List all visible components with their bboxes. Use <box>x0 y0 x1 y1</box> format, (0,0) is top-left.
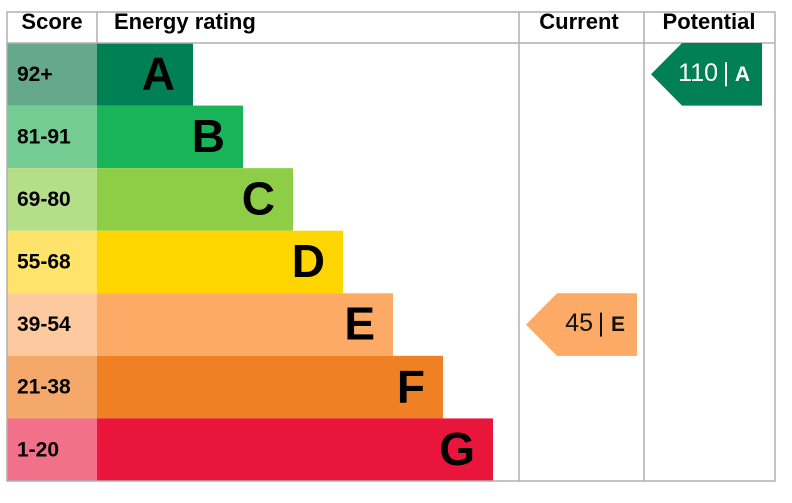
band-letter: G <box>439 423 475 475</box>
score-cell <box>7 293 97 356</box>
rating-bar <box>97 43 193 106</box>
potential-arrow <box>651 43 762 106</box>
frame <box>6 11 776 482</box>
band-letter: C <box>242 173 275 225</box>
band-letter: A <box>142 47 175 99</box>
header-current: Current <box>539 9 619 34</box>
score-label: 21-38 <box>17 376 71 399</box>
header-rating: Energy rating <box>114 9 256 34</box>
header-potential: Potential <box>663 9 756 34</box>
rating-bar <box>97 105 243 169</box>
current-letter: E <box>611 313 625 336</box>
band-letter: B <box>192 110 225 162</box>
score-cell <box>7 43 97 106</box>
band-letter: E <box>344 298 375 350</box>
rating-bar <box>97 355 443 419</box>
potential-letter: A <box>735 63 750 86</box>
score-label: 1-20 <box>17 438 59 461</box>
score-label: 81-91 <box>17 125 71 148</box>
band-letter: F <box>397 360 425 412</box>
band-letter: D <box>292 235 325 287</box>
rating-bar <box>97 168 293 231</box>
outer-border <box>6 11 776 482</box>
score-label: 55-68 <box>17 251 71 274</box>
current-value: 45 <box>565 309 593 337</box>
score-cell <box>7 168 97 231</box>
score-cell <box>7 355 97 419</box>
score-cell <box>7 105 97 169</box>
potential-value: 110 <box>678 59 718 87</box>
rating-bar <box>97 418 493 481</box>
score-label: 69-80 <box>17 188 71 211</box>
header-score: Score <box>21 9 82 34</box>
score-label: 92+ <box>17 63 53 86</box>
rating-bar <box>97 230 343 294</box>
score-cell <box>7 418 97 481</box>
rating-bar <box>97 293 393 356</box>
score-label: 39-54 <box>17 313 71 336</box>
current-arrow <box>526 293 637 356</box>
score-cell <box>7 230 97 294</box>
